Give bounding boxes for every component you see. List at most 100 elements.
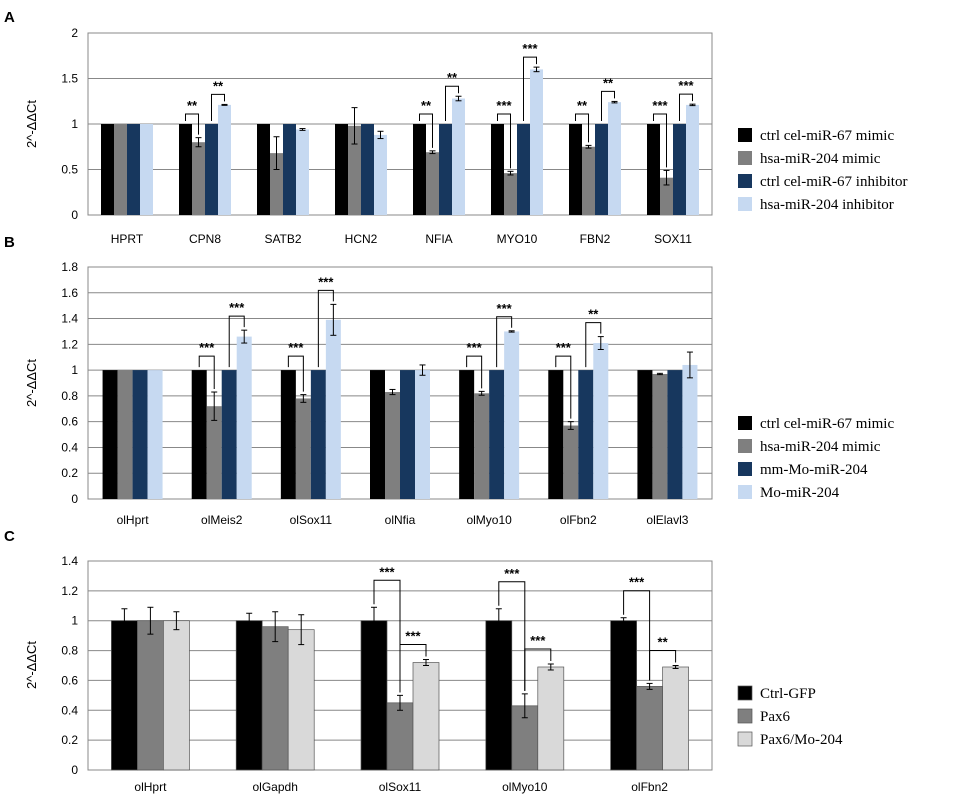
significance-bracket	[524, 648, 552, 691]
bar	[673, 124, 686, 215]
x-tick-label: olSox11	[379, 780, 422, 794]
legend-swatch	[738, 416, 752, 430]
legend-swatch	[738, 462, 752, 476]
legend-swatch	[737, 685, 753, 701]
significance-bracket	[575, 113, 589, 143]
bar	[578, 370, 594, 499]
significance-label: **	[603, 75, 614, 90]
y-tick-label: 0.6	[61, 673, 78, 687]
bar	[415, 370, 430, 499]
y-axis-label: 2^-ΔΔCt	[24, 359, 39, 407]
bar	[287, 629, 315, 771]
significance-label: ***	[379, 564, 395, 579]
bar	[236, 336, 252, 499]
bar	[682, 364, 698, 499]
legend-label: hsa-miR-204 mimic	[760, 439, 881, 455]
bar	[261, 626, 289, 771]
significance-label: **	[213, 78, 224, 93]
bar	[325, 319, 341, 499]
bar	[283, 124, 296, 215]
legend-label: Pax6/Mo-204	[760, 732, 843, 748]
bar	[370, 370, 385, 499]
significance-bracket	[523, 56, 537, 121]
bar	[595, 124, 608, 215]
bar	[504, 173, 517, 215]
bar	[413, 124, 426, 215]
significance-bracket	[496, 316, 513, 368]
significance-label: ***	[405, 629, 421, 644]
y-tick-label: 0.2	[61, 466, 78, 480]
x-tick-label: olGapdh	[253, 780, 298, 794]
x-tick-label: FBN2	[580, 232, 611, 246]
legend-label: Mo-miR-204	[760, 485, 840, 501]
significance-bracket	[497, 113, 511, 169]
legend-swatch	[738, 485, 752, 499]
bar	[361, 124, 374, 215]
bar	[235, 620, 263, 771]
significance-label: ***	[556, 340, 572, 355]
y-tick-label: 1.5	[61, 72, 78, 86]
significance-bracket	[287, 355, 304, 392]
bar	[608, 102, 621, 215]
significance-label: ***	[497, 301, 513, 316]
x-tick-label: olMyo10	[502, 780, 548, 794]
y-tick-label: 1	[71, 363, 78, 377]
legend: ctrl cel-miR-67 mimic hsa-miR-204 mimic ct…	[738, 128, 907, 213]
x-tick-label: olSox11	[290, 513, 333, 527]
bar	[593, 343, 609, 499]
significance-bracket	[623, 590, 651, 681]
x-tick-label: SATB2	[264, 232, 301, 246]
bar	[280, 370, 296, 499]
legend-label: Ctrl-GFP	[760, 686, 816, 702]
significance-label: ***	[496, 98, 512, 113]
bar	[667, 370, 683, 499]
y-tick-label: 1.4	[61, 554, 78, 568]
bar	[459, 370, 475, 499]
bar	[374, 134, 387, 215]
y-tick-label: 0	[71, 208, 78, 222]
significance-bracket	[601, 90, 615, 121]
significance-bracket	[211, 93, 225, 121]
bar	[660, 177, 673, 215]
y-axis-label: 2^-ΔΔCt	[24, 100, 39, 148]
bar	[439, 124, 452, 215]
significance-label: ***	[288, 340, 304, 355]
bar	[296, 129, 309, 215]
y-axis-label: 2^-ΔΔCt	[24, 641, 39, 689]
bar	[412, 662, 440, 771]
bar	[295, 398, 311, 499]
significance-bracket	[649, 650, 677, 681]
y-tick-label: 1.2	[61, 337, 78, 351]
x-tick-label: olFbn2	[560, 513, 597, 527]
y-tick-label: 1	[71, 614, 78, 628]
y-tick-label: 0.4	[61, 440, 78, 454]
y-tick-label: 1.8	[61, 260, 78, 274]
bar	[452, 98, 465, 215]
bar	[569, 124, 582, 215]
legend-swatch	[738, 128, 752, 142]
bar	[137, 620, 164, 771]
bar	[101, 124, 114, 215]
bar	[386, 702, 414, 771]
y-tick-label: 1.2	[61, 584, 78, 598]
bar	[147, 370, 163, 499]
x-tick-label: HCN2	[345, 232, 378, 246]
significance-bracket	[679, 93, 693, 121]
y-tick-label: 0.2	[61, 733, 78, 747]
y-tick-label: 0	[71, 763, 78, 777]
significance-bracket	[498, 581, 526, 691]
significance-bracket	[373, 579, 401, 693]
y-tick-label: 0.4	[61, 703, 78, 717]
x-tick-label: NFIA	[425, 232, 452, 246]
significance-label: ***	[522, 41, 538, 56]
legend-label: ctrl cel-miR-67 mimic	[760, 416, 894, 432]
bar	[140, 124, 153, 215]
legend-swatch	[737, 731, 753, 747]
bar	[504, 331, 520, 499]
significance-label: **	[658, 635, 669, 650]
legend-swatch	[738, 197, 752, 211]
plot-frame	[87, 32, 713, 216]
x-tick-label: olHprt	[117, 513, 150, 527]
significance-label: ***	[318, 274, 334, 289]
